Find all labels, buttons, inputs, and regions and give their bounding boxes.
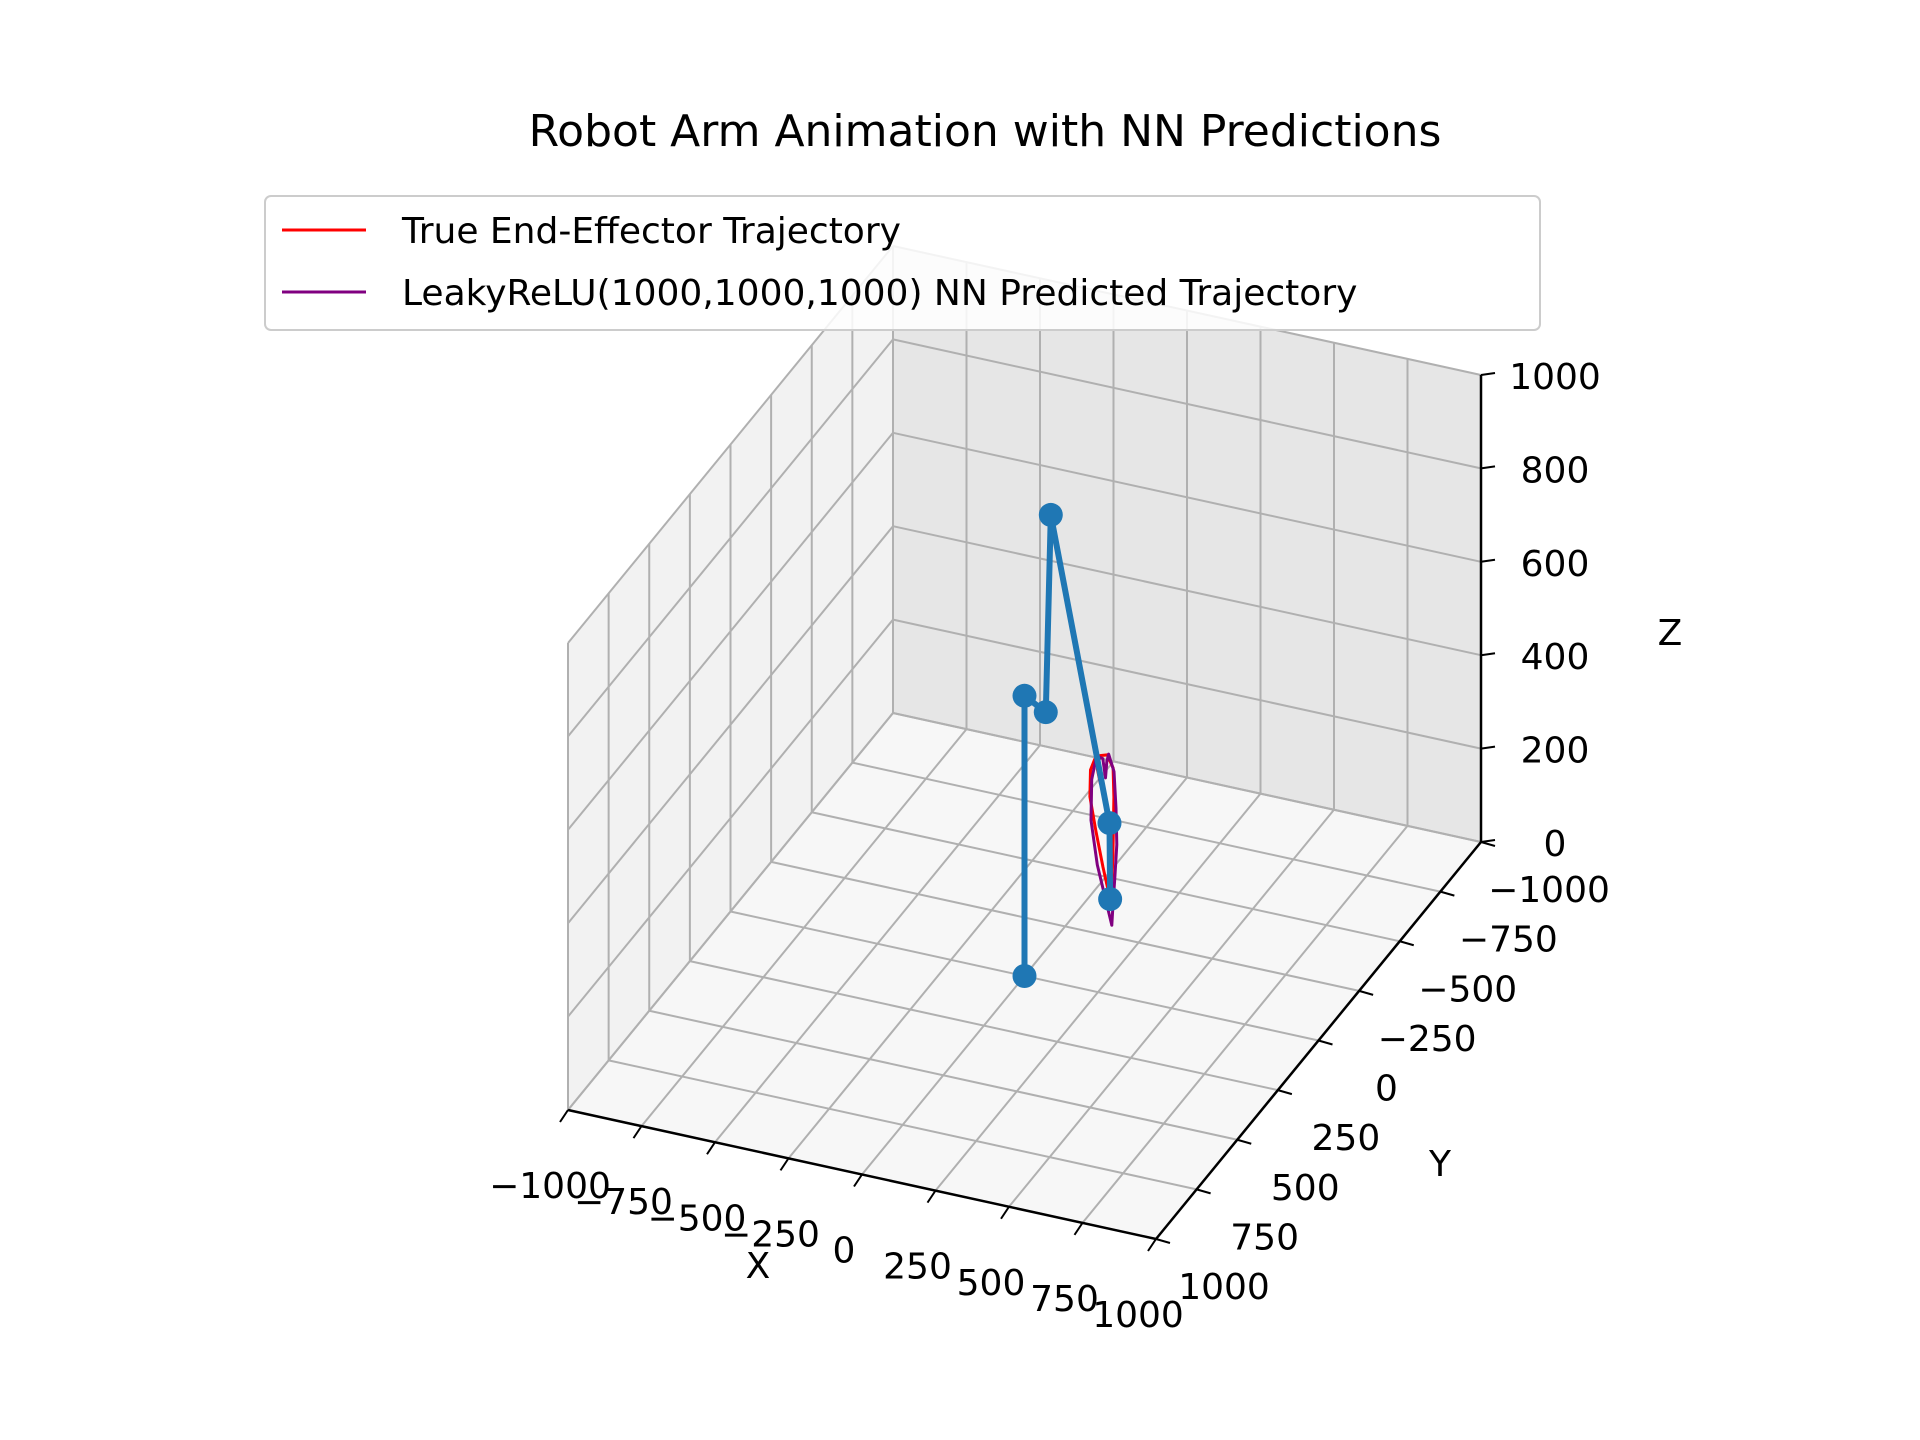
robot-arm-line xyxy=(1021,511,1114,979)
grid-line-y-floor xyxy=(770,860,1360,992)
legend-frame xyxy=(264,195,1541,331)
y-tick-mark xyxy=(1399,940,1415,947)
grid-line-y-floor xyxy=(608,1059,1197,1191)
grid-line-z-back xyxy=(892,338,1482,470)
y-tick-label: 1000 xyxy=(1178,1267,1270,1308)
z-tick-label: 400 xyxy=(1521,637,1590,678)
x-tick-label: −1000 xyxy=(489,1166,611,1207)
x-tick-label: 1000 xyxy=(1092,1295,1184,1336)
axis-ticks: −1000−750−500−250 0 250 500 7501000−1000−750… xyxy=(489,357,1610,1336)
x-axis-label: X xyxy=(746,1246,771,1287)
y-tick-mark xyxy=(1440,890,1455,897)
grid-line-z-side xyxy=(567,432,894,831)
grid-line-z-back xyxy=(892,618,1482,750)
y-tick-mark xyxy=(1236,1138,1252,1145)
z-axis-label: Z xyxy=(1658,613,1683,654)
grid-line-z-side xyxy=(567,712,894,1111)
grid-line-z-back xyxy=(892,712,1482,843)
x-tick-mark xyxy=(1000,1206,1010,1220)
robot-arm-joint xyxy=(1012,683,1037,708)
x-tick-mark xyxy=(779,1157,790,1171)
x-tick-label: −250 xyxy=(721,1214,820,1255)
z-tick-label: 0 xyxy=(1544,824,1567,865)
grid-line-z-back xyxy=(892,525,1482,657)
x-tick-label: 250 xyxy=(883,1247,952,1288)
z-tick-mark xyxy=(1480,652,1496,657)
legend-label-predicted: LeakyReLU(1000,1000,1000) NN Predicted T… xyxy=(402,273,1357,314)
x-tick-label: −750 xyxy=(574,1182,673,1223)
z-tick-label: 200 xyxy=(1521,731,1590,772)
x-tick-mark xyxy=(559,1109,569,1123)
robot-arm-joint xyxy=(1012,964,1037,988)
grid-line-z-back xyxy=(892,431,1482,563)
plot-series xyxy=(1012,502,1123,988)
y-tick-mark xyxy=(1155,1238,1171,1244)
y-tick-label: 750 xyxy=(1230,1217,1299,1258)
x-tick-label: −500 xyxy=(648,1198,747,1239)
z-tick-mark xyxy=(1480,558,1496,563)
y-tick-mark xyxy=(1196,1188,1211,1195)
x-tick-label: 0 xyxy=(833,1231,856,1272)
z-tick-label: 800 xyxy=(1521,450,1590,491)
robot-arm-joint xyxy=(1033,700,1058,725)
x-tick-mark xyxy=(853,1173,863,1188)
x-tick-label: 750 xyxy=(1030,1279,1099,1320)
x-tick-mark xyxy=(1147,1238,1157,1252)
robot-arm-joint xyxy=(1097,811,1122,836)
z-tick-mark xyxy=(1480,839,1496,843)
legend: True End-Effector Trajectory LeakyReLU(1… xyxy=(264,195,1541,331)
y-tick-mark xyxy=(1277,1089,1293,1096)
grid-line-z-side xyxy=(567,338,894,738)
y-tick-label: 0 xyxy=(1375,1069,1398,1110)
robot-arm-joint xyxy=(1098,887,1123,912)
grid-line-z-side xyxy=(567,525,894,924)
y-tick-label: −1000 xyxy=(1488,870,1610,911)
robot-arm-joint xyxy=(1038,502,1063,527)
x-tick-mark xyxy=(1073,1222,1084,1236)
grid-line-y-floor xyxy=(689,960,1279,1092)
chart-title: Robot Arm Animation with NN Predictions xyxy=(529,106,1442,157)
predicted-trajectory-line xyxy=(1089,752,1119,927)
y-tick-label: 250 xyxy=(1312,1118,1381,1159)
y-tick-mark xyxy=(1318,1039,1333,1046)
y-tick-label: −500 xyxy=(1418,969,1517,1010)
legend-label-true: True End-Effector Trajectory xyxy=(401,211,901,252)
z-tick-mark xyxy=(1480,745,1496,750)
y-tick-mark xyxy=(1358,989,1374,996)
x-tick-label: 500 xyxy=(957,1263,1026,1304)
grid-line-y-floor xyxy=(852,761,1441,893)
y-tick-label: −250 xyxy=(1378,1019,1477,1060)
x-tick-mark xyxy=(632,1125,643,1139)
y-axis-label: Y xyxy=(1428,1144,1452,1185)
y-tick-label: 500 xyxy=(1271,1168,1340,1209)
grid-line-z-side xyxy=(567,618,894,1018)
x-tick-mark xyxy=(926,1190,937,1204)
grid-line-y-floor xyxy=(649,1009,1238,1141)
z-tick-label: 1000 xyxy=(1509,357,1601,398)
x-tick-mark xyxy=(706,1141,716,1155)
z-tick-label: 600 xyxy=(1521,544,1590,585)
y-tick-label: −750 xyxy=(1459,920,1558,961)
z-tick-mark xyxy=(1480,465,1496,470)
z-tick-mark xyxy=(1480,372,1496,376)
